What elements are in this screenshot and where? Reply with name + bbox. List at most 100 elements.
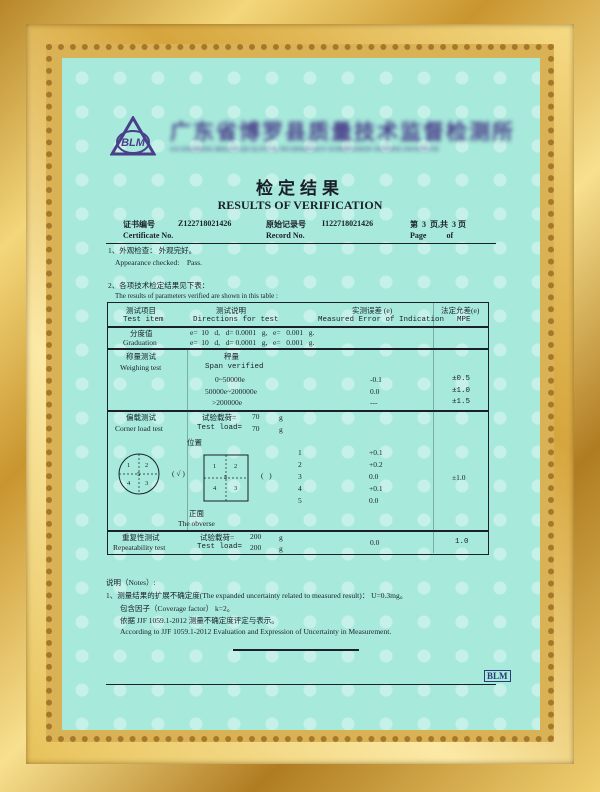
record-label-cn: 原始记录号 [266,220,306,229]
repeat-load-value: 200 [250,532,262,541]
repeat-unit: g [279,544,283,553]
title-cn: 检定结果 [256,179,344,198]
corner-unit: g [279,413,283,422]
header-rule [106,243,496,244]
quad-label: 4 [213,485,217,492]
corner-error: +0.1 [369,448,383,457]
notes-line4: According to JJF 1059.1-2012 Evaluation … [120,627,392,636]
th-err-en: Measured Error of Indication [318,316,445,324]
corner-load-en: Test load= [197,424,243,432]
repeat-cn: 重复性测试 [122,533,160,542]
weighing-mpe: ±1.5 [452,398,471,406]
repeat-load-en: Test load= [197,543,243,551]
blm-logo: BLM [110,116,156,156]
repeat-error: 0.0 [370,538,380,547]
corner-unit: g [279,425,283,434]
notes-title: 说明（Notes）: [106,578,156,587]
quad-label: 5 [224,474,228,481]
corner-position: 3 [298,472,302,481]
repeat-load-cn: 试验载荷= [200,533,235,542]
institute-name-en: GUANGDONG BOLUO QUALITY & TECHNOLOGY SUP… [170,146,440,153]
square-check-mark: ( ) [261,471,272,480]
quad-label: 2 [145,462,149,469]
weighing-mpe: ±0.5 [452,375,471,383]
corner-mpe: ±1.0 [452,473,466,482]
cert-label-en: Certificate No. [123,231,174,240]
weighing-cn: 称量测试 [126,352,156,361]
circle-check-mark: ( √ ) [172,469,185,478]
span-en: Span verified [205,363,264,371]
record-label-en: Record No. [266,231,305,240]
corner-cn: 偏载测试 [126,413,156,422]
notes-line2: 包含因子（Coverage factor） k=2。 [120,604,235,613]
cert-no: Z122718021426 [178,219,232,228]
certificate-paper [62,58,540,730]
quad-label: 3 [234,485,238,492]
graduation-line1: e= 10 d, d= 0.0001 g, e= 0.001 g. [190,328,315,337]
quad-label: 1 [127,462,131,469]
record-no: I122718021426 [322,219,374,228]
weighing-mpe: ±1.0 [452,386,471,395]
corner-error: +0.2 [369,460,383,469]
cert-label-cn: 证书编号 [123,220,155,229]
corner-position: 4 [298,484,302,493]
corner-en: Corner load test [115,424,163,433]
corner-error: 0.0 [369,472,379,481]
th-item-cn: 测试项目 [126,306,156,315]
corner-load-value: 70 [252,424,260,433]
graduation-cn: 分度值 [130,329,153,338]
row-divider [107,410,488,412]
col-divider [433,302,434,553]
section2-cn: 2、各项技术检定结果见下表： [108,281,210,290]
page-cn: 第 3 页,共 3 页 [410,220,466,229]
weighing-error: -0.1 [370,375,382,384]
quad-label: 3 [145,480,149,487]
repeat-en: Repeatability test [113,543,166,552]
corner-error: 0.0 [369,496,379,505]
th-dir-en: Directions for test [193,316,279,324]
results-table [107,302,489,555]
square-pan-diagram [203,454,249,502]
repeat-mpe: 1.0 [455,538,469,546]
row-divider [107,326,488,328]
corner-position: 5 [298,496,302,505]
repeat-load-value: 200 [250,543,262,552]
corner-position: 2 [298,460,302,469]
th-err-cn: 实测误差 (e) [352,306,393,315]
corner-load-value: 70 [252,412,260,421]
graduation-line2: e= 10 d, d= 0.0001 g, e= 0.001 g. [190,338,315,347]
row-divider [107,530,488,532]
repeat-unit: g [279,533,283,542]
col-divider [187,348,188,530]
span-cn: 秤量 [224,352,239,361]
section2-en: The results of parameters verified are s… [115,292,278,300]
end-rule [233,649,359,651]
quad-label: 1 [213,463,217,470]
appearance-cn: 1、外观检查： 外观完好。 [108,246,197,255]
th-dir-cn: 测试说明 [216,306,246,315]
quad-label: 5 [137,471,141,478]
page-en: Page of [410,231,454,240]
obverse-cn: 正面 [189,509,204,518]
footer-rule [106,684,496,685]
row-divider [107,348,488,350]
svg-text:BLM: BLM [121,137,146,149]
quad-label: 2 [234,463,238,470]
weighing-error: --- [370,398,378,407]
notes-line1: 1、测量结果的扩展不确定度(The expanded uncertainty r… [106,591,408,600]
obverse-en: The obverse [178,519,215,528]
appearance-en: Appearance checked: Pass. [115,258,203,267]
blm-badge: BLM [484,670,511,682]
th-item-en: Test item [123,316,164,324]
circular-pan-diagram [118,453,160,495]
corner-error: +0.1 [369,484,383,493]
notes-line3: 依据 JJF 1059.1-2012 测量不确定度评定与表示。 [120,616,279,625]
weighing-error: 0.0 [370,386,380,396]
corner-load-cn: 试验载荷= [202,413,237,422]
graduation-en: Graduation [123,338,157,347]
weighing-range: 0~50000e [215,375,245,384]
corner-position: 1 [298,448,302,457]
weighing-en: Weighing test [120,363,162,372]
th-mpe-cn: 法定允差(e) [441,306,480,315]
weighing-range: 50000e~200000e [205,386,257,396]
